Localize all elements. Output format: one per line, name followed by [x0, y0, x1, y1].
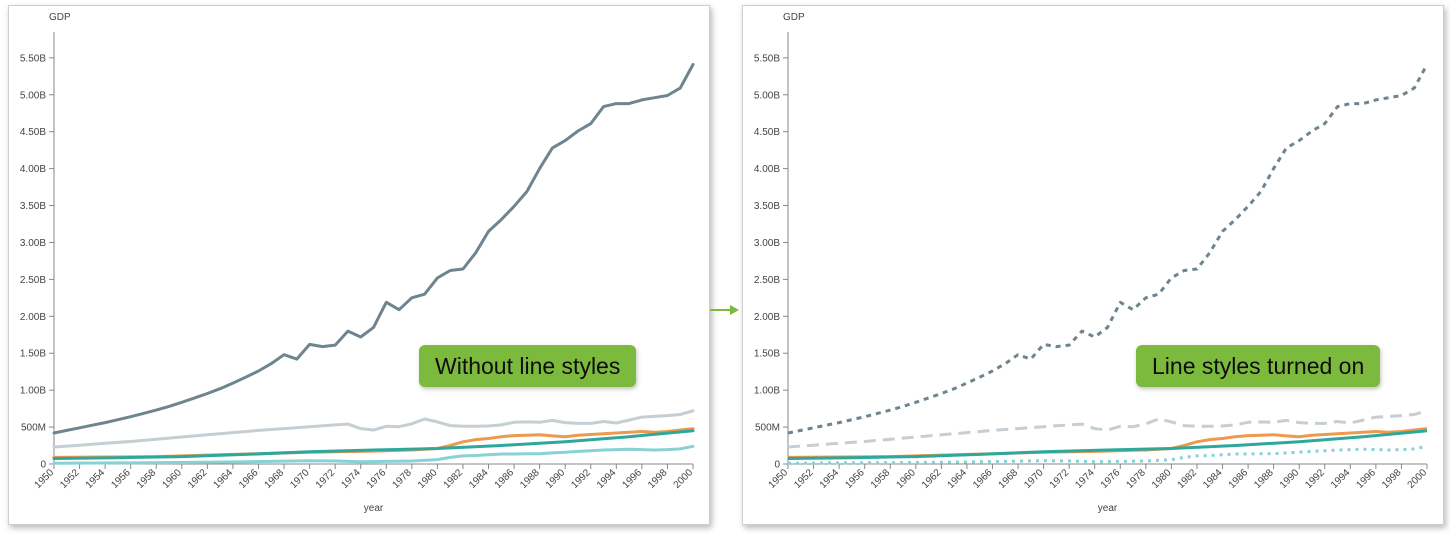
x-tick-label: 1958 — [869, 467, 893, 491]
x-axis-title: year — [1098, 503, 1118, 514]
x-tick-label: 2000 — [672, 467, 696, 491]
x-tick-label: 1988 — [518, 467, 542, 491]
x-tick-label: 1950 — [767, 467, 791, 491]
x-tick-label: 1988 — [1252, 467, 1276, 491]
x-tick-label: 1992 — [569, 467, 593, 491]
x-tick-label: 1996 — [1354, 467, 1378, 491]
x-tick-label: 1962 — [186, 467, 210, 491]
x-tick-label: 1956 — [109, 467, 133, 491]
x-tick-label: 1984 — [467, 467, 491, 491]
x-tick-label: 1972 — [314, 467, 338, 491]
x-tick-label: 1992 — [1303, 467, 1327, 491]
y-tick-label: 0 — [774, 460, 780, 471]
x-tick-label: 1980 — [1150, 467, 1174, 491]
annotation-badge: Without line styles — [419, 345, 637, 387]
y-tick-label: 2.00B — [20, 312, 46, 323]
x-tick-label: 1974 — [1073, 467, 1097, 491]
x-tick-label: 1966 — [237, 467, 261, 491]
y-tick-label: 4.00B — [754, 164, 780, 175]
x-tick-label: 1980 — [416, 467, 440, 491]
x-tick-label: 2000 — [1406, 467, 1430, 491]
y-tick-label: 500M — [755, 423, 780, 434]
y-tick-label: 1.50B — [20, 349, 46, 360]
x-tick-label: 1972 — [1048, 467, 1072, 491]
x-tick-label: 1974 — [339, 467, 363, 491]
chart-panel-without-line-styles: 0 500M 1.00B 1.50B 2.00B 2.50B 3.00B 3.50B 4.00B… — [8, 5, 710, 525]
series-line-5 — [787, 444, 1428, 465]
x-tick-label: 1958 — [135, 467, 159, 491]
y-axis-title: GDP — [49, 12, 71, 23]
series-line-1 — [787, 63, 1429, 435]
y-tick-label: 3.00B — [754, 238, 780, 249]
x-tick-label: 1952 — [792, 467, 816, 491]
y-tick-label: 2.00B — [754, 312, 780, 323]
x-tick-label: 1994 — [1329, 467, 1353, 491]
x-tick-label: 1986 — [493, 467, 517, 491]
x-tick-label: 1996 — [620, 467, 644, 491]
line-chart-without-line-styles: 0 500M 1.00B 1.50B 2.00B 2.50B 3.00B 3.50B 4.00B… — [20, 12, 696, 514]
series-line-2 — [52, 409, 695, 449]
x-tick-label: 1968 — [263, 467, 287, 491]
x-tick-label: 1982 — [442, 467, 466, 491]
x-tick-label: 1990 — [1278, 467, 1302, 491]
y-tick-label: 500M — [21, 423, 46, 434]
y-tick-label: 1.00B — [754, 386, 780, 397]
y-tick-label: 5.50B — [754, 53, 780, 64]
x-tick-label: 1990 — [544, 467, 568, 491]
series-line-5 — [52, 444, 695, 465]
x-tick-label: 1964 — [946, 467, 970, 491]
y-tick-label: 0 — [40, 460, 46, 471]
x-tick-label: 1970 — [288, 467, 312, 491]
series-line-2 — [787, 409, 1428, 449]
chart-panel-with-line-styles: 0 500M 1.00B 1.50B 2.00B 2.50B 3.00B 3.50B 4.00B… — [742, 5, 1444, 525]
y-tick-label: 2.50B — [754, 275, 780, 286]
series-line-3 — [52, 427, 695, 459]
x-tick-label: 1954 — [818, 467, 842, 491]
x-tick-label: 1952 — [58, 467, 82, 491]
line-chart-with-line-styles: 0 500M 1.00B 1.50B 2.00B 2.50B 3.00B 3.50B 4.00B… — [754, 12, 1430, 514]
y-tick-label: 3.50B — [754, 201, 780, 212]
x-tick-label: 1954 — [84, 467, 108, 491]
y-tick-label: 5.50B — [20, 53, 46, 64]
series-line-4 — [787, 429, 1428, 460]
y-tick-label: 3.50B — [20, 201, 46, 212]
x-tick-label: 1976 — [365, 467, 389, 491]
y-tick-label: 3.00B — [20, 238, 46, 249]
y-tick-label: 4.50B — [754, 127, 780, 138]
y-tick-label: 2.50B — [20, 275, 46, 286]
x-tick-label: 1978 — [390, 467, 414, 491]
arrow-right-icon — [710, 305, 739, 315]
x-tick-label: 1986 — [1227, 467, 1251, 491]
x-tick-label: 1978 — [1124, 467, 1148, 491]
y-tick-label: 4.50B — [20, 127, 46, 138]
x-tick-label: 1998 — [1380, 467, 1404, 491]
x-tick-label: 1976 — [1099, 467, 1123, 491]
y-tick-label: 1.00B — [20, 386, 46, 397]
x-tick-label: 1964 — [212, 467, 236, 491]
x-tick-label: 1994 — [595, 467, 619, 491]
y-tick-label: 1.50B — [754, 349, 780, 360]
x-tick-label: 1966 — [971, 467, 995, 491]
series-line-4 — [52, 429, 695, 460]
x-tick-label: 1950 — [33, 467, 57, 491]
x-tick-label: 1984 — [1201, 467, 1225, 491]
x-tick-label: 1998 — [646, 467, 670, 491]
x-tick-label: 1968 — [997, 467, 1021, 491]
annotation-badge: Line styles turned on — [1136, 345, 1381, 387]
x-tick-label: 1960 — [894, 467, 918, 491]
y-tick-label: 5.00B — [20, 90, 46, 101]
y-tick-label: 4.00B — [20, 164, 46, 175]
x-tick-label: 1982 — [1176, 467, 1200, 491]
series-line-1 — [52, 63, 695, 435]
x-tick-label: 1962 — [920, 467, 944, 491]
x-tick-label: 1960 — [160, 467, 184, 491]
x-axis-title: year — [364, 503, 384, 514]
y-axis-title: GDP — [783, 12, 805, 23]
series-line-3 — [787, 427, 1428, 459]
x-tick-label: 1970 — [1022, 467, 1046, 491]
y-tick-label: 5.00B — [754, 90, 780, 101]
x-tick-label: 1956 — [843, 467, 867, 491]
